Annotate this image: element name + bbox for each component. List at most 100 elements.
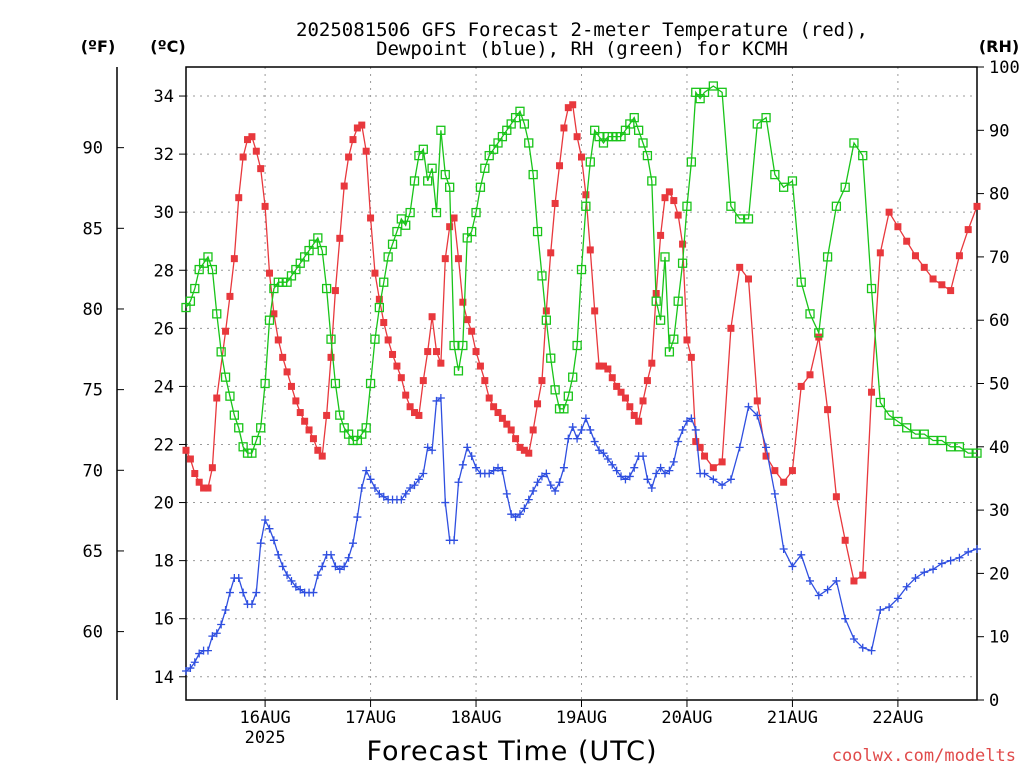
data-point-dewpoint [700, 469, 709, 478]
x-tick-label: 17AUG [345, 708, 396, 728]
data-point-rh [247, 448, 257, 458]
data-point-rh [401, 220, 411, 230]
axes: 14 16 18 20 22 24 26 28 30 32 34 60 65 70 75 80 85 90 0 10 2… [83, 58, 1020, 748]
data-point-dewpoint [375, 489, 384, 498]
celsius-tick-label: 22 [154, 435, 174, 455]
fahrenheit-tick-label: 65 [83, 542, 103, 562]
data-point-temperature [314, 446, 322, 454]
data-point-temperature [788, 467, 796, 475]
data-point-rh [383, 252, 393, 262]
data-point-temperature [437, 359, 445, 367]
data-point-temperature [903, 237, 911, 245]
data-point-rh [524, 138, 534, 148]
data-point-dewpoint [568, 423, 577, 432]
x-tick-label: 21AUG [767, 708, 818, 728]
series-line-dewpoint [185, 396, 978, 672]
data-point-temperature [591, 307, 599, 315]
data-point-rh [726, 201, 736, 211]
data-point-rh [651, 296, 661, 306]
data-point-temperature [824, 406, 832, 414]
data-point-temperature [648, 359, 656, 367]
celsius-tick-label: 34 [154, 87, 174, 107]
data-point-temperature [503, 420, 511, 428]
data-point-temperature [367, 214, 375, 222]
data-point-dewpoint [441, 498, 450, 507]
data-point-temperature [375, 295, 383, 303]
data-point-dewpoint [744, 402, 753, 411]
data-point-temperature [371, 269, 379, 277]
data-point-dewpoint [581, 414, 590, 423]
data-point-temperature [771, 467, 779, 475]
data-point-temperature [323, 411, 331, 419]
data-point-rh [629, 112, 639, 123]
data-point-temperature [938, 281, 946, 289]
data-point-temperature [331, 287, 339, 295]
data-point-dewpoint [542, 469, 551, 478]
data-point-rh [686, 157, 697, 167]
data-point-temperature [762, 452, 770, 460]
data-point-temperature [222, 327, 230, 335]
data-point-rh [585, 157, 595, 167]
data-point-dewpoint [370, 484, 379, 493]
data-point-rh [576, 264, 587, 275]
data-point-rh [374, 302, 385, 313]
data-point-dewpoint [436, 394, 445, 403]
x-tick-label: 18AUG [450, 708, 501, 728]
data-point-rh [541, 315, 551, 325]
data-point-temperature [468, 327, 476, 335]
data-point-rh [480, 163, 490, 173]
data-point-dewpoint [867, 646, 876, 655]
data-point-temperature [270, 310, 278, 318]
data-point-dewpoint [788, 562, 797, 571]
data-point-dewpoint [608, 460, 617, 469]
data-point-dewpoint [498, 466, 507, 475]
data-point-dewpoint [212, 629, 221, 638]
data-point-temperature [362, 147, 370, 155]
data-point-temperature [419, 377, 427, 385]
data-point-dewpoint [564, 434, 573, 443]
data-point-rh [884, 410, 894, 420]
data-point-dewpoint [621, 475, 630, 484]
data-point-temperature [428, 313, 436, 321]
data-point-dewpoint [287, 576, 296, 585]
data-point-rh [743, 214, 754, 224]
data-point-rh [699, 87, 710, 97]
data-point-rh [928, 435, 938, 446]
data-point-dewpoint [291, 582, 300, 591]
data-point-dewpoint [190, 658, 199, 667]
data-point-dewpoint [876, 605, 885, 614]
data-point-temperature [213, 394, 221, 402]
data-point-dewpoint [366, 475, 375, 484]
data-point-rh [673, 296, 683, 306]
data-point-temperature [529, 426, 537, 434]
data-point-dewpoint [274, 550, 283, 559]
data-point-temperature [859, 571, 867, 579]
data-point-dewpoint [577, 425, 586, 434]
fahrenheit-tick-label: 80 [83, 300, 103, 320]
data-point-dewpoint [858, 643, 867, 652]
data-point-dewpoint [779, 545, 788, 554]
data-point-rh [537, 271, 547, 281]
data-point-temperature [353, 124, 361, 132]
data-point-rh [225, 391, 235, 401]
data-point-dewpoint [195, 649, 204, 658]
data-point-dewpoint [318, 562, 327, 571]
data-point-temperature [265, 269, 273, 277]
data-point-temperature [226, 292, 234, 300]
data-point-dewpoint [428, 446, 437, 455]
data-point-temperature [635, 417, 643, 425]
data-point-rh [234, 423, 244, 433]
data-point-rh [528, 169, 538, 180]
data-point-temperature [384, 336, 392, 344]
data-point-temperature [538, 377, 546, 385]
data-point-temperature [718, 458, 726, 466]
data-point-temperature [551, 199, 559, 207]
data-point-rh [660, 252, 670, 262]
data-point-rh [902, 423, 912, 433]
data-point-rh [770, 169, 780, 180]
data-point-rh [761, 112, 771, 123]
data-point-temperature [894, 223, 902, 231]
data-point-temperature [204, 484, 212, 492]
data-point-temperature [806, 371, 814, 379]
data-point-rh [264, 315, 275, 325]
